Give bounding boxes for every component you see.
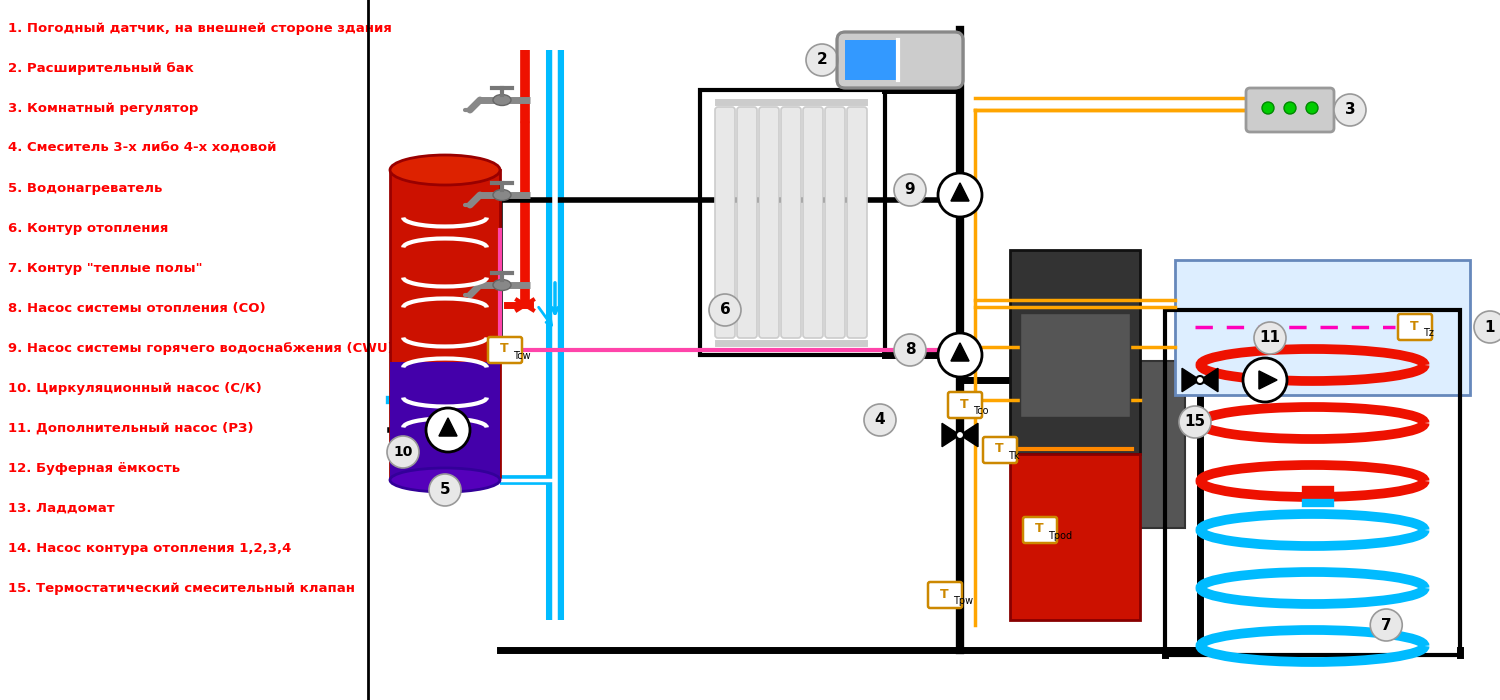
Text: 6. Контур отопления: 6. Контур отопления	[8, 222, 168, 235]
Bar	[1010, 250, 1140, 454]
Polygon shape	[1258, 371, 1276, 389]
Circle shape	[429, 474, 460, 506]
FancyBboxPatch shape	[847, 107, 867, 338]
Text: 2. Расширительный бак: 2. Расширительный бак	[8, 62, 194, 75]
FancyBboxPatch shape	[982, 437, 1017, 463]
Text: 8: 8	[904, 342, 915, 358]
Polygon shape	[1182, 368, 1200, 392]
Circle shape	[864, 404, 895, 436]
Bar	[1140, 361, 1185, 528]
Text: Tpod: Tpod	[1048, 531, 1072, 541]
Polygon shape	[1200, 368, 1218, 392]
Text: T: T	[994, 442, 1004, 456]
Ellipse shape	[494, 190, 512, 200]
FancyBboxPatch shape	[716, 107, 735, 338]
FancyBboxPatch shape	[1246, 88, 1334, 132]
Text: T: T	[1410, 319, 1419, 332]
Text: 7: 7	[1382, 617, 1392, 633]
Bar	[844, 40, 900, 80]
Bar	[1020, 313, 1130, 416]
Polygon shape	[942, 424, 960, 447]
Text: 5: 5	[440, 482, 450, 498]
Polygon shape	[951, 183, 969, 201]
Circle shape	[956, 431, 964, 439]
Circle shape	[426, 408, 470, 452]
Ellipse shape	[390, 468, 500, 492]
Text: 1. Погодный датчик, на внешней стороне здания: 1. Погодный датчик, на внешней стороне з…	[8, 22, 392, 35]
FancyBboxPatch shape	[736, 107, 758, 338]
Text: 4. Смеситель 3-х либо 4-х ходовой: 4. Смеситель 3-х либо 4-х ходовой	[8, 142, 276, 155]
Text: 12. Буферная ёмкость: 12. Буферная ёмкость	[8, 462, 180, 475]
FancyBboxPatch shape	[948, 392, 982, 418]
Text: Tco: Tco	[974, 406, 988, 416]
Polygon shape	[440, 418, 458, 436]
Circle shape	[894, 334, 926, 366]
Circle shape	[1284, 102, 1296, 114]
Text: Tk: Tk	[1008, 451, 1020, 461]
Bar	[390, 362, 500, 480]
Text: 1: 1	[1485, 319, 1496, 335]
Text: 8. Насос системы отопления (СО): 8. Насос системы отопления (СО)	[8, 302, 266, 315]
Circle shape	[1334, 94, 1366, 126]
Circle shape	[806, 44, 838, 76]
Bar	[1166, 310, 1460, 655]
Circle shape	[1262, 102, 1274, 114]
Circle shape	[1196, 376, 1204, 384]
Bar	[1010, 454, 1140, 620]
Text: 13. Ладдомат: 13. Ладдомат	[8, 502, 114, 515]
Text: Tcw: Tcw	[513, 351, 531, 361]
Circle shape	[387, 436, 418, 468]
Text: Tpw: Tpw	[952, 596, 974, 606]
FancyBboxPatch shape	[488, 337, 522, 363]
Ellipse shape	[390, 155, 500, 185]
Text: Tz: Tz	[1424, 328, 1434, 338]
Polygon shape	[960, 424, 978, 447]
Bar	[1174, 260, 1470, 395]
Circle shape	[1254, 322, 1286, 354]
Text: 10: 10	[393, 445, 412, 459]
Text: 15: 15	[1185, 414, 1206, 430]
FancyBboxPatch shape	[928, 582, 962, 608]
Circle shape	[1371, 609, 1402, 641]
Text: 14. Насос контура отопления 1,2,3,4: 14. Насос контура отопления 1,2,3,4	[8, 542, 291, 555]
FancyBboxPatch shape	[825, 107, 844, 338]
Circle shape	[894, 174, 926, 206]
Bar	[390, 170, 500, 480]
FancyBboxPatch shape	[837, 32, 963, 88]
Text: T: T	[500, 342, 508, 356]
Text: 6: 6	[720, 302, 730, 318]
Text: 4: 4	[874, 412, 885, 428]
Circle shape	[710, 294, 741, 326]
FancyBboxPatch shape	[759, 107, 778, 338]
Text: 3: 3	[1344, 102, 1356, 118]
Polygon shape	[951, 343, 969, 361]
Text: 3. Комнатный регулятор: 3. Комнатный регулятор	[8, 102, 198, 115]
Text: 7. Контур "теплые полы": 7. Контур "теплые полы"	[8, 262, 202, 275]
Text: 15. Термостатический смесительный клапан: 15. Термостатический смесительный клапан	[8, 582, 356, 595]
Text: 9: 9	[904, 183, 915, 197]
Bar	[700, 90, 885, 355]
Circle shape	[938, 173, 982, 217]
FancyBboxPatch shape	[1398, 314, 1432, 340]
Circle shape	[1474, 311, 1500, 343]
Circle shape	[938, 333, 982, 377]
Text: 9. Насос системы горячего водоснабжения (CWU): 9. Насос системы горячего водоснабжения …	[8, 342, 393, 355]
FancyBboxPatch shape	[1023, 517, 1058, 543]
Text: 10. Циркуляционный насос (С/К): 10. Циркуляционный насос (С/К)	[8, 382, 261, 395]
Text: 2: 2	[816, 52, 828, 67]
Text: 11. Дополнительный насос (РЗ): 11. Дополнительный насос (РЗ)	[8, 422, 254, 435]
Circle shape	[1244, 358, 1287, 402]
Circle shape	[1179, 406, 1210, 438]
FancyBboxPatch shape	[802, 107, 824, 338]
Ellipse shape	[494, 94, 512, 106]
Ellipse shape	[494, 279, 512, 290]
Text: 11: 11	[1260, 330, 1281, 346]
Text: T: T	[960, 398, 969, 410]
Circle shape	[1306, 102, 1318, 114]
FancyBboxPatch shape	[782, 107, 801, 338]
Text: 5. Водонагреватель: 5. Водонагреватель	[8, 182, 162, 195]
Text: T: T	[939, 587, 948, 601]
Text: T: T	[1035, 522, 1044, 536]
